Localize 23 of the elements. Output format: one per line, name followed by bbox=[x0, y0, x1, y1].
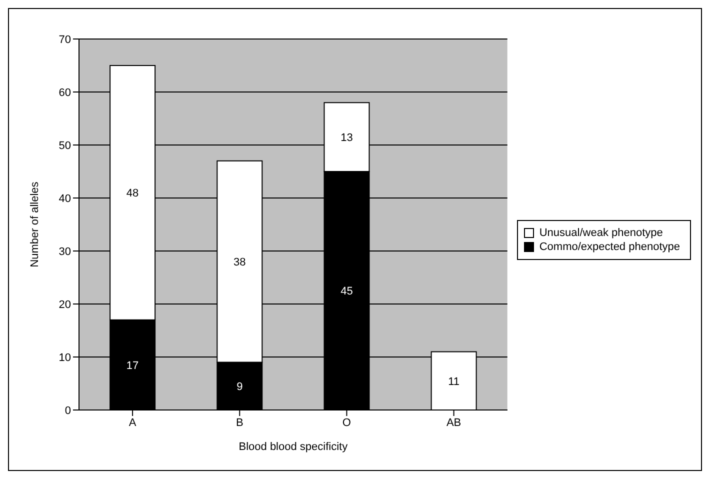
y-axis-title: Number of alleles bbox=[28, 181, 41, 268]
y-tick-label: 30 bbox=[58, 246, 71, 258]
data-label: 48 bbox=[126, 188, 139, 200]
legend-label: Commo/expected phenotype bbox=[539, 240, 680, 252]
x-axis-title: Blood blood specificity bbox=[238, 441, 348, 453]
data-label: 9 bbox=[236, 381, 243, 394]
x-tick-label: A bbox=[128, 416, 137, 429]
y-tick-label: 60 bbox=[58, 86, 71, 99]
x-tick-label: AB bbox=[446, 416, 462, 429]
y-tick-label: 20 bbox=[58, 298, 71, 311]
legend-label: Unusual/weak phenotype bbox=[539, 226, 663, 238]
y-tick-label: 50 bbox=[58, 140, 71, 152]
y-tick-label: 40 bbox=[58, 192, 71, 205]
data-label: 17 bbox=[126, 360, 139, 372]
y-tick-label: 0 bbox=[64, 404, 71, 417]
x-tick-label: B bbox=[236, 416, 244, 429]
data-label: 11 bbox=[448, 376, 460, 388]
data-label: 13 bbox=[340, 132, 353, 144]
y-tick-label: 10 bbox=[58, 352, 71, 364]
x-tick-label: O bbox=[342, 416, 352, 429]
y-tick-label: 70 bbox=[58, 34, 71, 46]
data-label: 45 bbox=[340, 286, 353, 298]
data-label: 38 bbox=[234, 256, 246, 269]
